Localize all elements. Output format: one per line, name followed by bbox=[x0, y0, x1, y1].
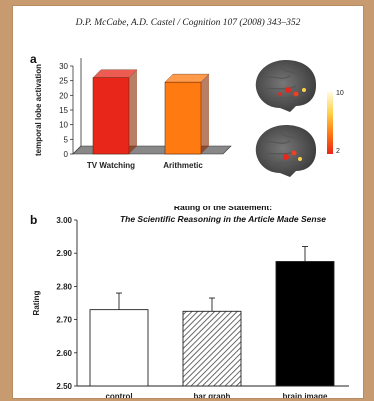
x-tick-label: Arithmetic bbox=[163, 161, 203, 170]
temporal-lobe-bar-chart: 0 5 10 15 20 25 30 temporal lobe activation TV W… bbox=[34, 58, 232, 170]
bar bbox=[182, 310, 242, 387]
y-tick-label: 10 bbox=[59, 121, 68, 130]
y-tick-label: 2.70 bbox=[56, 316, 72, 325]
bar-front bbox=[92, 77, 130, 155]
bar bbox=[89, 309, 149, 387]
panel-b-label: b bbox=[30, 213, 38, 227]
x-tick-label: brain image bbox=[283, 392, 328, 398]
panel-a-label: a bbox=[30, 52, 37, 66]
brain-scan-top bbox=[255, 60, 317, 112]
axis-back-left bbox=[72, 58, 82, 155]
y-tick-label: 0 bbox=[64, 150, 69, 159]
paper-page: D.P. McCabe, A.D. Castel / Cognition 107… bbox=[13, 6, 363, 398]
x-tick-label: control bbox=[105, 392, 132, 398]
chart-title: Rating of the Statement: bbox=[174, 206, 272, 212]
y-tick-label: 25 bbox=[59, 77, 68, 86]
y-tick-label: 5 bbox=[64, 135, 69, 144]
bar-side bbox=[201, 74, 209, 154]
chart-subtitle: The Scientific Reasoning in the Article … bbox=[120, 214, 326, 224]
x-tick-label: TV Watching bbox=[87, 161, 135, 170]
y-tick-label: 3.00 bbox=[56, 216, 72, 225]
bar-top bbox=[92, 69, 138, 78]
bar-front bbox=[164, 81, 202, 155]
colorbar-max-label: 10 bbox=[336, 90, 344, 97]
y-tick-label: 20 bbox=[59, 91, 68, 100]
y-tick-label: 2.90 bbox=[56, 249, 72, 258]
x-tick-label: bar graph bbox=[194, 392, 231, 398]
brain-scan-bottom bbox=[255, 125, 317, 177]
y-tick-label: 15 bbox=[59, 106, 68, 115]
y-axis-label: Rating bbox=[32, 290, 41, 315]
y-tick-label: 30 bbox=[59, 62, 68, 71]
y-tick-label: 2.80 bbox=[56, 282, 72, 291]
y-axis-label: temporal lobe activation bbox=[34, 64, 43, 156]
bar-top bbox=[164, 73, 210, 83]
y-tick-label: 2.50 bbox=[56, 382, 72, 391]
activation-colorbar bbox=[327, 92, 333, 154]
y-tick-label: 2.60 bbox=[56, 349, 72, 358]
rating-bar-chart: Rating of the Statement: The Scientific R… bbox=[32, 206, 349, 398]
colorbar-min-label: 2 bbox=[336, 148, 340, 155]
running-header: D.P. McCabe, A.D. Castel / Cognition 107… bbox=[75, 18, 301, 28]
bar bbox=[275, 261, 335, 387]
bar-side bbox=[129, 69, 137, 154]
